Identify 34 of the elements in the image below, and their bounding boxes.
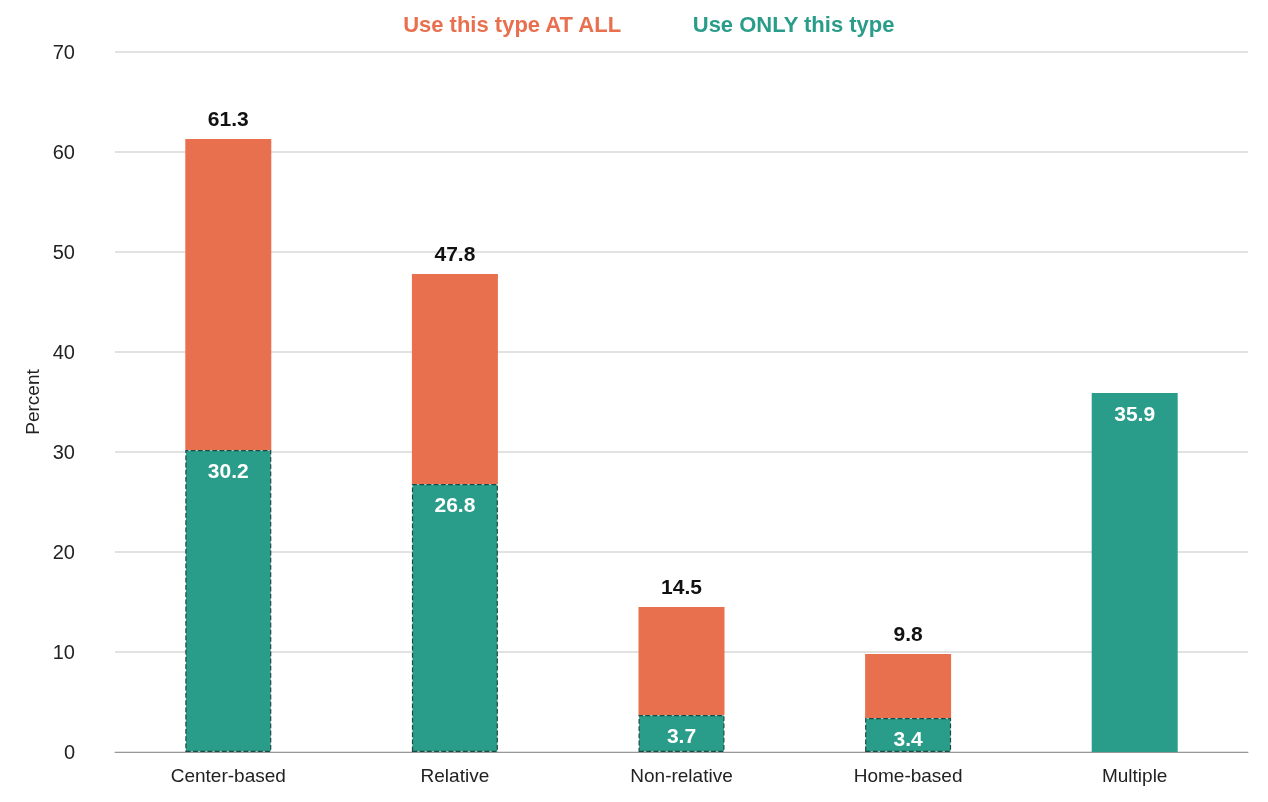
y-tick-label: 20	[52, 541, 75, 563]
bar	[411, 484, 498, 752]
y-tick-label: 70	[52, 41, 75, 63]
total-label: 9.8	[893, 622, 924, 645]
total-label: 61.3	[207, 107, 249, 130]
bar	[865, 654, 952, 718]
y-tick-label: 60	[52, 141, 75, 163]
bar	[185, 450, 272, 752]
bar	[638, 607, 725, 715]
y-tick-label: 50	[52, 241, 75, 263]
y-tick-label: 40	[52, 341, 75, 363]
data-label: 26.8	[434, 493, 476, 516]
x-tick-label: Home-based	[853, 765, 963, 786]
text: Use this type AT ALL	[403, 11, 622, 37]
y-tick-label: 0	[63, 741, 75, 763]
total-label: 14.5	[661, 575, 703, 598]
total-label: 47.8	[434, 242, 476, 265]
y-tick-label: 30	[52, 441, 75, 463]
text: Use ONLY this type	[692, 11, 895, 37]
x-tick-label: Non-relative	[630, 765, 733, 786]
y-axis-title: Percent	[21, 368, 43, 435]
data-label: 35.9	[1114, 402, 1156, 425]
data-label: 3.7	[666, 724, 697, 747]
bar	[185, 139, 272, 450]
x-tick-label: Multiple	[1101, 765, 1168, 786]
x-tick-label: Relative	[420, 765, 490, 786]
bar	[1091, 393, 1178, 752]
bar	[865, 718, 952, 752]
data-label: 30.2	[207, 459, 249, 482]
x-tick-label: Center-based	[170, 765, 286, 786]
bar	[411, 274, 498, 484]
data-label: 3.4	[893, 727, 924, 750]
y-tick-label: 10	[52, 641, 75, 663]
bar	[638, 715, 725, 752]
